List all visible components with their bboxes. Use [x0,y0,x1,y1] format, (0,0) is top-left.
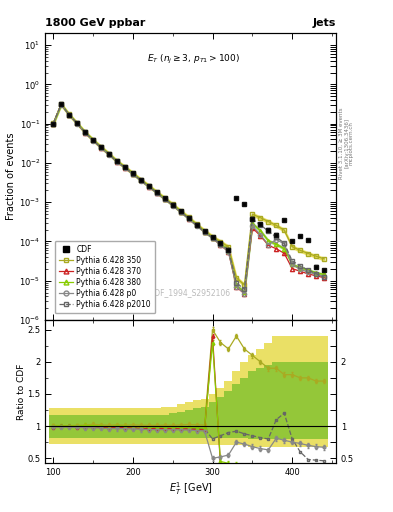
Text: 1800 GeV ppbar: 1800 GeV ppbar [45,18,145,28]
Text: mcplots.cern.ch: mcplots.cern.ch [349,121,354,165]
X-axis label: $E_T^1$ [GeV]: $E_T^1$ [GeV] [169,480,213,497]
Y-axis label: Fraction of events: Fraction of events [6,133,17,220]
Text: [arXiv:1306.3436]: [arXiv:1306.3436] [344,118,349,168]
Text: CDF_1994_S2952106: CDF_1994_S2952106 [150,288,231,297]
Y-axis label: Ratio to CDF: Ratio to CDF [17,364,26,420]
Legend: CDF, Pythia 6.428 350, Pythia 6.428 370, Pythia 6.428 380, Pythia 6.428 p0, Pyth: CDF, Pythia 6.428 350, Pythia 6.428 370,… [55,241,155,313]
Text: Jets: Jets [313,18,336,28]
Text: $E_T$ ($n_j \geq 3$, $p_{T1}>100$): $E_T$ ($n_j \geq 3$, $p_{T1}>100$) [147,53,240,67]
Text: Rivet 3.1.10, ≥ 3M events: Rivet 3.1.10, ≥ 3M events [339,108,344,179]
